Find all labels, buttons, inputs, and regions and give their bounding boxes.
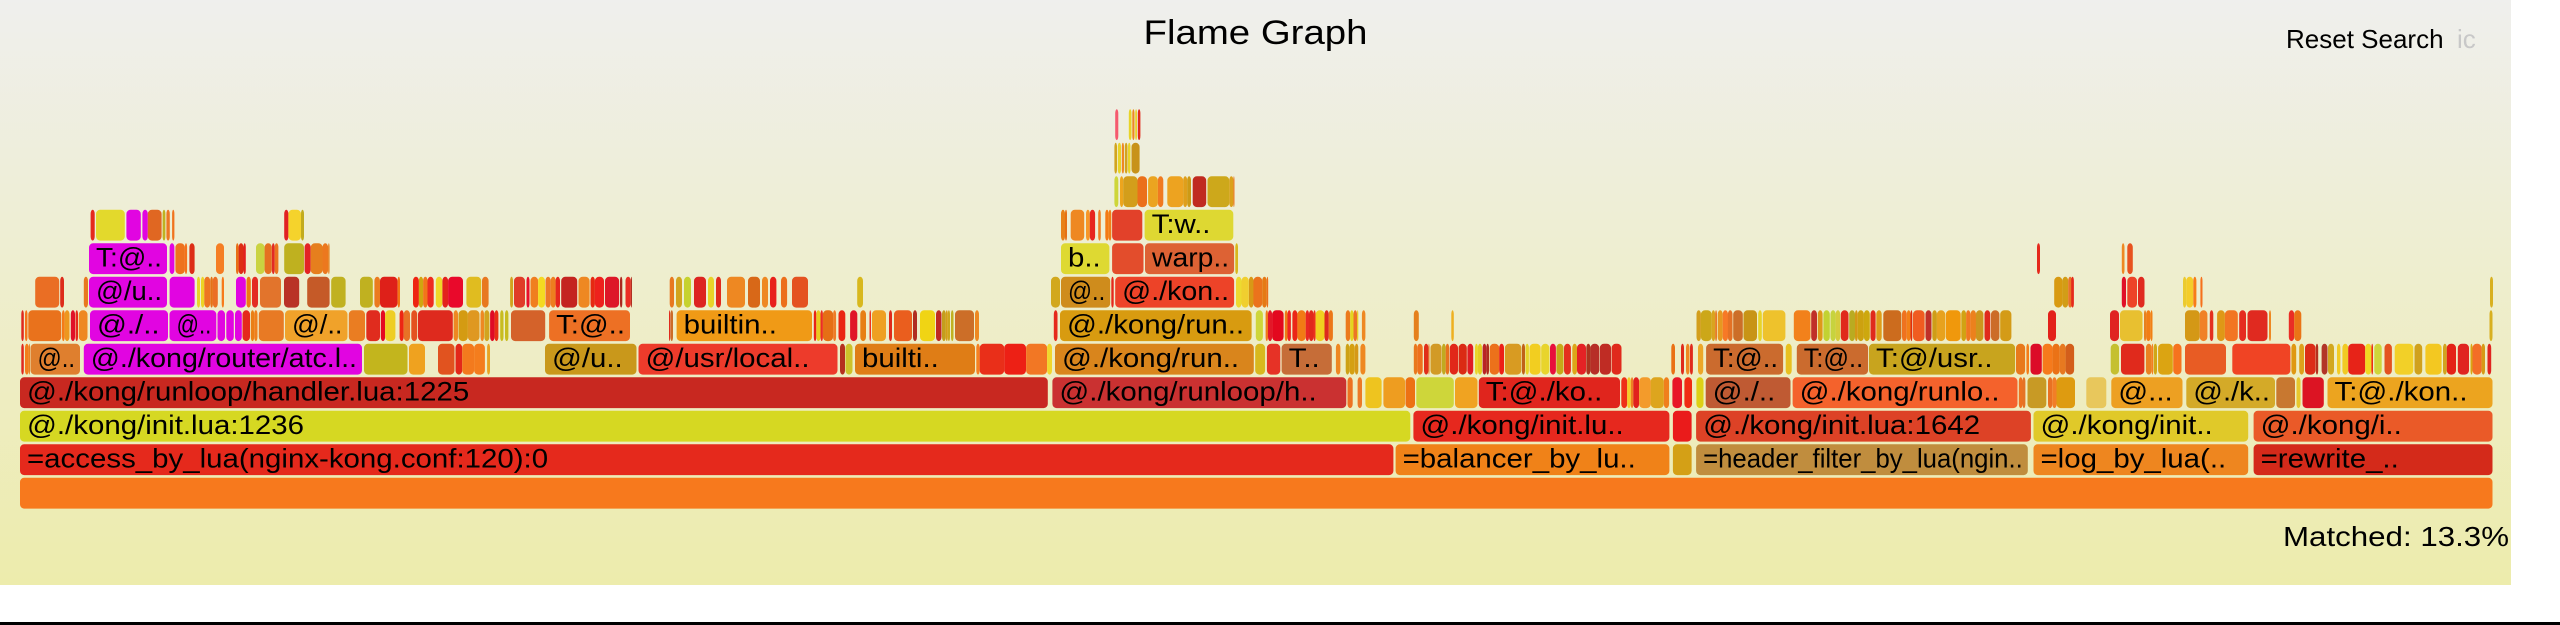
svg-text:@./..: @./.. [1713,376,1776,406]
svg-text:@./kong/init.lu..: @./kong/init.lu.. [1420,410,1623,440]
svg-text:T:@..: T:@.. [96,242,162,272]
svg-text:T:@./ko..: T:@./ko.. [1486,376,1603,406]
svg-text:Flame Graph: Flame Graph [1144,14,1368,52]
svg-text:@./kong/run..: @./kong/run.. [1062,343,1239,373]
svg-text:warp..: warp.. [1151,242,1229,272]
svg-text:b..: b.. [1068,242,1101,272]
svg-text:@./kon..: @./kon.. [1122,276,1229,306]
svg-text:T:@..: T:@.. [556,309,625,339]
svg-text:@./kong/runlo..: @./kong/runlo.. [1800,376,2000,406]
svg-text:@/u..: @/u.. [552,343,623,373]
svg-text:=access_by_lua(nginx-kong.conf: =access_by_lua(nginx-kong.conf:120):0 [27,443,548,473]
svg-text:@..: @.. [38,343,76,373]
svg-text:@./..: @./.. [97,309,160,339]
svg-text:=balancer_by_lu..: =balancer_by_lu.. [1403,443,1636,473]
svg-text:builtin..: builtin.. [684,309,777,339]
svg-text:@./kong/runloop/h..: @./kong/runloop/h.. [1059,376,1316,406]
svg-text:Matched: 13.3%: Matched: 13.3% [2283,521,2509,552]
svg-text:@/u..: @/u.. [96,276,162,306]
svg-text:@./kong/init..: @./kong/init.. [2041,410,2213,440]
svg-text:@./k..: @./k.. [2193,376,2270,406]
svg-text:ic: ic [2457,24,2476,54]
svg-text:@./kong/init.lua:1642: @./kong/init.lua:1642 [1703,410,1980,440]
svg-text:T:@./kon..: T:@./kon.. [2335,376,2468,406]
svg-text:@/usr/local..: @/usr/local.. [646,343,810,373]
svg-text:T:w..: T:w.. [1152,209,1211,239]
svg-text:T:@/usr..: T:@/usr.. [1876,343,1993,373]
svg-text:T..: T.. [1289,343,1320,373]
svg-text:@..: @.. [1068,276,1105,306]
svg-text:=log_by_lua(..: =log_by_lua(.. [2041,443,2227,473]
svg-text:@/..: @/.. [292,309,343,339]
svg-text:@./kong/init.lua:1236: @./kong/init.lua:1236 [27,410,304,440]
svg-text:=rewrite_..: =rewrite_.. [2261,443,2399,473]
svg-text:=header_filter_by_lua(ngin..: =header_filter_by_lua(ngin.. [1703,443,2023,473]
svg-text:builti..: builti.. [862,343,939,373]
svg-text:T:@..: T:@.. [1804,343,1863,373]
svg-text:@./kong/i..: @./kong/i.. [2261,410,2402,440]
svg-text:T:@..: T:@.. [1713,343,1778,373]
svg-text:@...: @... [2118,376,2172,406]
svg-text:@..: @.. [177,309,212,339]
svg-text:@./kong/router/atc.l..: @./kong/router/atc.l.. [91,343,357,373]
svg-text:@./kong/runloop/handler.lua:12: @./kong/runloop/handler.lua:1225 [27,376,469,406]
svg-text:Reset Search: Reset Search [2286,24,2444,54]
svg-text:@./kong/run..: @./kong/run.. [1067,309,1244,339]
